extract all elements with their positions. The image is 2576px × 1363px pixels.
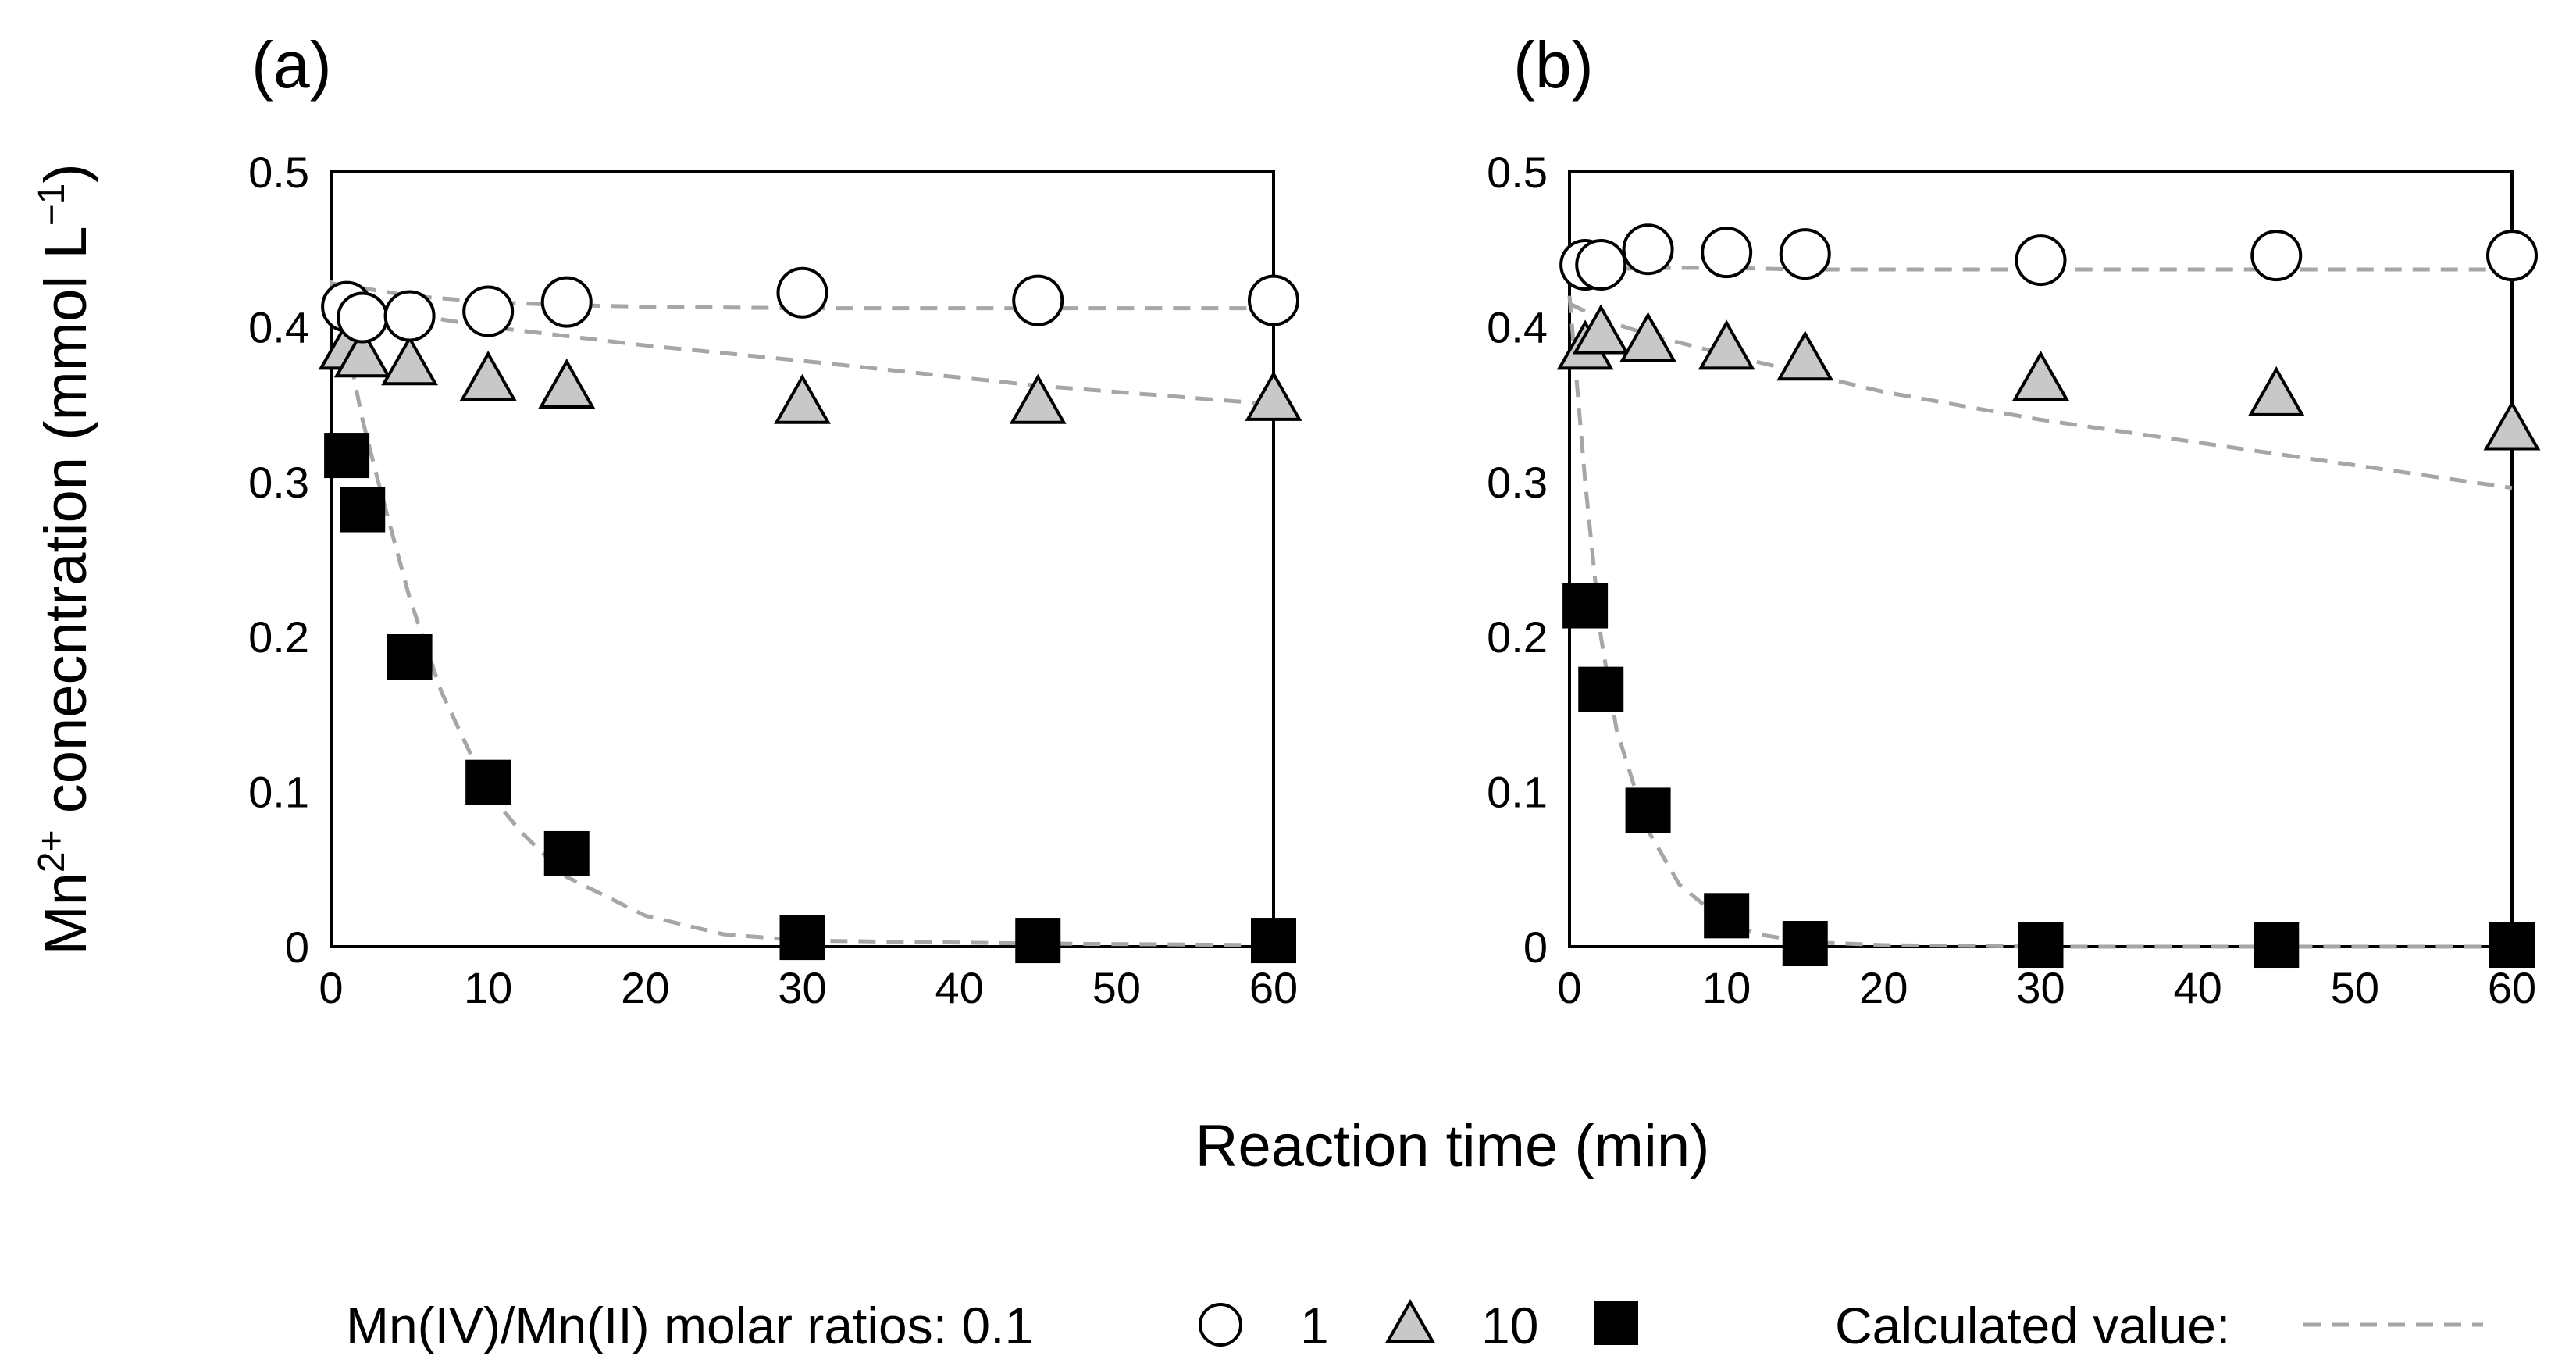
- data-point-circle: [540, 276, 593, 328]
- data-point-square: [387, 633, 433, 680]
- plot-area-b: [1568, 170, 2514, 948]
- x-tick-label: 30: [778, 963, 826, 1012]
- y-tick-label: 0.4: [1487, 302, 1548, 351]
- data-point-square: [465, 759, 511, 805]
- y-tick-label: 0: [285, 922, 309, 972]
- legend: Mn(IV)/Mn(II) molar ratios: 0.1 1 10 Cal…: [346, 1297, 2483, 1354]
- data-point-triangle: [381, 335, 439, 386]
- data-point-circle: [337, 291, 389, 344]
- y-axis-title: Mn2+ conecntration (mmol L−1): [31, 163, 99, 954]
- data-point-square: [1625, 787, 1671, 833]
- data-points-b: [1556, 223, 2541, 969]
- data-point-triangle: [1572, 304, 1630, 355]
- data-point-square: [1704, 893, 1750, 939]
- data-point-circle: [1575, 239, 1627, 291]
- legend-ratio-1: 1: [1300, 1297, 1329, 1354]
- legend-circle-marker: [1199, 1303, 1242, 1347]
- x-ticks-a: 0 10 20 30 40 50 60: [319, 963, 1298, 1012]
- data-point-circle: [2486, 230, 2538, 282]
- data-point-square: [2489, 922, 2535, 969]
- x-ticks-b: 0 10 20 30 40 50 60: [1557, 963, 2536, 1012]
- x-tick-label: 0: [319, 963, 343, 1012]
- data-point-square: [1782, 921, 1828, 967]
- x-tick-label: 30: [2016, 963, 2065, 1012]
- panel-b: (b) 0 10 20 30 40 50 60 0 0.1 0.2 0.3 0.4 0.5: [1487, 28, 2541, 1012]
- y-tick-label: 0: [1523, 922, 1548, 972]
- fit-line: [1567, 295, 2512, 949]
- data-point-square: [340, 487, 386, 533]
- y-tick-label: 0.2: [248, 612, 309, 662]
- panel-a: (a) 0 10 20 30 40 50 60 0 0.1 0.2 0.3 0.4 0.5: [248, 28, 1302, 1012]
- y-tick-label: 0.5: [248, 148, 309, 197]
- x-tick-label: 50: [1092, 963, 1141, 1012]
- x-tick-label: 40: [2174, 963, 2222, 1012]
- data-point-square: [324, 433, 370, 479]
- data-points-a: [318, 266, 1302, 964]
- data-point-circle: [1779, 228, 1831, 280]
- data-point-triangle: [538, 358, 596, 409]
- data-point-circle: [462, 285, 515, 337]
- y-tick-label: 0.1: [248, 768, 309, 817]
- y-tick-label: 0.4: [248, 302, 309, 351]
- data-point-circle: [2015, 234, 2067, 287]
- data-point-triangle: [459, 350, 517, 401]
- y-tick-label: 0.2: [1487, 612, 1548, 662]
- legend-prefix: Mn(IV)/Mn(II) molar ratios: 0.1: [346, 1297, 1033, 1354]
- data-point-triangle: [333, 327, 391, 378]
- data-point-circle: [1701, 227, 1753, 279]
- y-ticks-a: 0 0.1 0.2 0.3 0.4 0.5: [248, 148, 309, 972]
- data-point-square: [779, 915, 825, 961]
- data-point-circle: [383, 290, 436, 342]
- data-point-square: [2018, 922, 2064, 969]
- data-point-square: [2254, 922, 2300, 969]
- x-tick-label: 0: [1557, 963, 1581, 1012]
- data-point-circle: [776, 266, 828, 319]
- data-point-triangle: [2483, 400, 2541, 451]
- panel-label-b: (b): [1513, 28, 1594, 102]
- data-point-triangle: [2247, 366, 2305, 416]
- data-point-square: [1015, 918, 1061, 964]
- x-tick-label: 50: [2331, 963, 2379, 1012]
- x-tick-label: 60: [2488, 963, 2536, 1012]
- data-point-circle: [1622, 223, 1674, 276]
- data-point-triangle: [1009, 373, 1067, 424]
- data-point-circle: [2250, 230, 2303, 282]
- y-tick-label: 0.1: [1487, 768, 1548, 817]
- legend-ratio-10: 10: [1481, 1297, 1538, 1354]
- x-axis-title: Reaction time (min): [1195, 1113, 1710, 1179]
- data-point-square: [1562, 583, 1609, 629]
- y-tick-label: 0.3: [1487, 458, 1548, 507]
- legend-calculated: Calculated value:: [1835, 1297, 2230, 1354]
- data-point-triangle: [1619, 312, 1677, 362]
- data-point-square: [543, 830, 590, 876]
- data-point-circle: [1012, 274, 1064, 326]
- data-point-triangle: [1776, 330, 1834, 381]
- fit-line: [330, 294, 1274, 407]
- x-tick-label: 40: [935, 963, 984, 1012]
- data-point-circle: [1248, 274, 1299, 326]
- panel-label-a: (a): [251, 28, 332, 102]
- data-point-triangle: [2012, 350, 2069, 401]
- y-tick-label: 0.3: [248, 458, 309, 507]
- x-tick-label: 20: [621, 963, 669, 1012]
- x-tick-label: 20: [1859, 963, 1908, 1012]
- y-tick-label: 0.5: [1487, 148, 1548, 197]
- data-point-triangle: [1245, 370, 1302, 421]
- data-point-square: [1578, 666, 1624, 712]
- data-point-square: [1251, 918, 1296, 964]
- x-tick-label: 10: [464, 963, 512, 1012]
- data-point-triangle: [1698, 319, 1755, 370]
- data-point-triangle: [774, 373, 831, 424]
- legend-triangle-marker: [1384, 1298, 1436, 1343]
- x-tick-label: 60: [1249, 963, 1298, 1012]
- y-ticks-b: 0 0.1 0.2 0.3 0.4 0.5: [1487, 148, 1548, 972]
- x-tick-label: 10: [1702, 963, 1751, 1012]
- legend-square-marker: [1594, 1301, 1638, 1345]
